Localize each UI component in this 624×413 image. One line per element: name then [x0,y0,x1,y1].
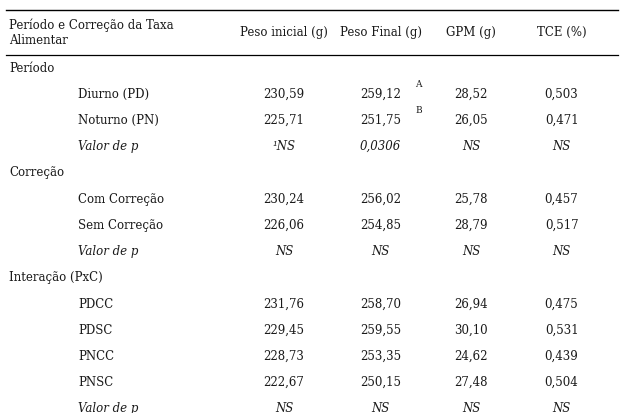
Text: NS: NS [462,245,480,258]
Text: 230,59: 230,59 [263,88,305,101]
Text: 0,439: 0,439 [545,350,578,363]
Text: NS: NS [462,140,480,153]
Text: NS: NS [275,245,293,258]
Text: Noturno (PN): Noturno (PN) [78,114,159,127]
Text: NS: NS [552,403,571,413]
Text: Sem Correção: Sem Correção [78,219,163,232]
Text: 253,35: 253,35 [360,350,401,363]
Text: Período e Correção da Taxa
Alimentar: Período e Correção da Taxa Alimentar [9,18,174,47]
Text: TCE (%): TCE (%) [537,26,587,39]
Text: Valor de p: Valor de p [78,403,139,413]
Text: 24,62: 24,62 [454,350,488,363]
Text: 222,67: 222,67 [263,376,305,389]
Text: 225,71: 225,71 [263,114,305,127]
Text: 259,55: 259,55 [360,324,401,337]
Text: 256,02: 256,02 [360,193,401,206]
Text: 229,45: 229,45 [263,324,305,337]
Text: 254,85: 254,85 [360,219,401,232]
Text: 0,457: 0,457 [545,193,578,206]
Text: 26,94: 26,94 [454,298,488,311]
Text: 0,504: 0,504 [545,376,578,389]
Text: B: B [415,106,422,115]
Text: 25,78: 25,78 [454,193,488,206]
Text: Com Correção: Com Correção [78,193,164,206]
Text: 231,76: 231,76 [263,298,305,311]
Text: PNSC: PNSC [78,376,113,389]
Text: PDSC: PDSC [78,324,112,337]
Text: 0,517: 0,517 [545,219,578,232]
Text: GPM (g): GPM (g) [446,26,496,39]
Text: A: A [415,80,421,89]
Text: PNCC: PNCC [78,350,114,363]
Text: Valor de p: Valor de p [78,140,139,153]
Text: NS: NS [275,403,293,413]
Text: NS: NS [371,403,390,413]
Text: NS: NS [462,403,480,413]
Text: 0,531: 0,531 [545,324,578,337]
Text: Diurno (PD): Diurno (PD) [78,88,149,101]
Text: ¹NS: ¹NS [273,140,295,153]
Text: 251,75: 251,75 [360,114,401,127]
Text: 0,471: 0,471 [545,114,578,127]
Text: 250,15: 250,15 [360,376,401,389]
Text: 230,24: 230,24 [263,193,305,206]
Text: 0,0306: 0,0306 [360,140,401,153]
Text: Peso Final (g): Peso Final (g) [339,26,422,39]
Text: 28,79: 28,79 [454,219,488,232]
Text: 0,503: 0,503 [545,88,578,101]
Text: 226,06: 226,06 [263,219,305,232]
Text: Correção: Correção [9,166,64,179]
Text: 30,10: 30,10 [454,324,488,337]
Text: 0,475: 0,475 [545,298,578,311]
Text: 28,52: 28,52 [454,88,488,101]
Text: 258,70: 258,70 [360,298,401,311]
Text: NS: NS [552,245,571,258]
Text: 228,73: 228,73 [263,350,305,363]
Text: PDCC: PDCC [78,298,113,311]
Text: Valor de p: Valor de p [78,245,139,258]
Text: 27,48: 27,48 [454,376,488,389]
Text: Peso inicial (g): Peso inicial (g) [240,26,328,39]
Text: 259,12: 259,12 [360,88,401,101]
Text: Período: Período [9,62,55,74]
Text: Interação (PxC): Interação (PxC) [9,271,103,284]
Text: NS: NS [371,245,390,258]
Text: 26,05: 26,05 [454,114,488,127]
Text: NS: NS [552,140,571,153]
